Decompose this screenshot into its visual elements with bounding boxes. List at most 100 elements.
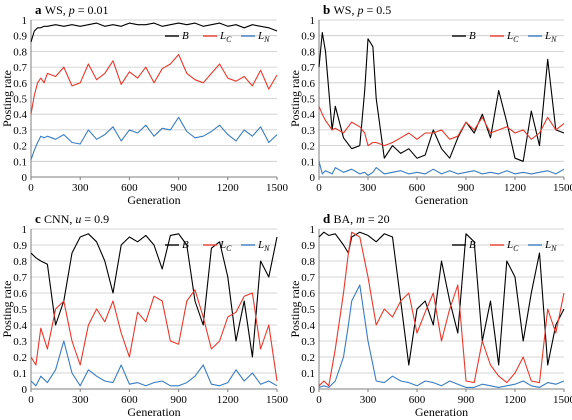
x-tick-label: 0	[316, 182, 322, 194]
y-tick-label: 1	[22, 15, 28, 27]
panel-network: CNN,	[44, 212, 75, 226]
series-line-l-c	[318, 106, 565, 147]
series-line-l-c	[318, 231, 565, 387]
panel-d: 0 0.1 0.2 0.3 0.4 0.5 0.6 0.7 0.8 0.9 1 0 300 600 900 1…	[288, 211, 572, 419]
y-tick-label: 0.2	[301, 141, 315, 153]
y-tick-label: 0.6	[301, 78, 315, 90]
series-line-b	[30, 233, 278, 358]
y-tick-label: 0.3	[301, 336, 315, 348]
series-line-b	[30, 22, 278, 43]
panel-a: 0 0.1 0.2 0.3 0.4 0.5 0.6 0.7 0.8 0.9 1 0 300 600 900 1…	[0, 2, 289, 207]
y-tick-label: 0.8	[13, 256, 27, 268]
y-tick-label: 1	[310, 15, 316, 27]
x-tick-label: 900	[170, 394, 187, 406]
panel-b: 0 0.1 0.2 0.3 0.4 0.5 0.6 0.7 0.8 0.9 1 0 300 600 900 1…	[288, 2, 572, 207]
x-tick-label: 900	[170, 182, 187, 194]
x-axis-title: Generation	[415, 193, 468, 207]
y-tick-label: 0.7	[13, 272, 27, 284]
panel-letter: b	[323, 2, 333, 17]
y-tick-label: 0.5	[13, 94, 27, 106]
panel-network: BA,	[333, 212, 356, 226]
y-tick-label: 0.4	[301, 109, 315, 121]
legend-label-l-n: LN	[544, 239, 557, 253]
y-tick-label: 0.9	[13, 31, 27, 43]
y-axis-title: Posting rate	[0, 70, 14, 127]
panel-parameter: p	[356, 3, 363, 17]
legend-label-b: B	[469, 239, 476, 251]
y-tick-label: 0.6	[13, 78, 27, 90]
panel-parameter: u	[75, 212, 81, 226]
panel-parameter-value: = 20	[365, 212, 390, 226]
x-tick-label: 900	[458, 182, 475, 194]
x-tick-label: 1200	[217, 182, 240, 194]
series-line-l-n	[30, 340, 278, 387]
y-tick-label: 0.1	[13, 156, 27, 168]
y-axis-title: Posting rate	[288, 70, 302, 127]
panel-network: WS,	[45, 3, 69, 17]
y-tick-label: 0.2	[301, 352, 315, 364]
legend-label-b: B	[182, 30, 189, 42]
x-tick-label: 0	[316, 394, 322, 406]
y-tick-label: 0.4	[301, 320, 315, 332]
x-tick-label: 1200	[504, 394, 527, 406]
y-tick-label: 0.1	[301, 156, 315, 168]
y-tick-label: 0	[310, 172, 316, 184]
y-tick-label: 0.5	[301, 94, 315, 106]
x-axis-title: Generation	[127, 405, 180, 419]
y-tick-label: 0.6	[301, 288, 315, 300]
y-tick-label: 0.2	[13, 352, 27, 364]
panel-parameter-value: = 0.01	[75, 3, 109, 17]
legend: B LC LN	[452, 239, 557, 253]
y-tick-label: 0	[22, 172, 28, 184]
panel-parameter-value: = 0.5	[363, 3, 391, 17]
y-tick-label: 0.2	[13, 141, 27, 153]
legend-label-b: B	[182, 239, 189, 251]
legend: B LC LN	[452, 30, 557, 44]
series-line-l-n	[318, 161, 565, 176]
x-tick-label: 1500	[553, 394, 572, 406]
y-tick-label: 0.5	[13, 304, 27, 316]
y-axis-title: Posting rate	[0, 281, 14, 338]
x-tick-label: 600	[121, 182, 138, 194]
x-axis-title: Generation	[415, 405, 468, 419]
panel-letter: a	[35, 2, 45, 17]
x-tick-label: 600	[121, 394, 138, 406]
y-tick-label: 0.3	[301, 125, 315, 137]
y-tick-label: 0.3	[13, 125, 27, 137]
y-tick-label: 0.7	[13, 62, 27, 74]
x-tick-label: 1200	[217, 394, 240, 406]
y-axis-title: Posting rate	[288, 281, 302, 338]
legend-label-l-c: LC	[506, 239, 519, 253]
x-tick-label: 0	[28, 394, 34, 406]
y-tick-label: 0.7	[301, 62, 315, 74]
series-line-l-c	[30, 289, 278, 382]
y-tick-label: 0.1	[301, 368, 315, 380]
legend-label-l-n: LN	[544, 30, 557, 44]
panel-letter: c	[35, 211, 44, 226]
panel-title: d BA, m = 20	[323, 211, 390, 226]
x-tick-label: 300	[360, 394, 377, 406]
y-tick-label: 0.8	[301, 46, 315, 58]
panel-title: b WS, p = 0.5	[323, 2, 391, 17]
legend-label-l-n: LN	[257, 30, 270, 44]
x-axis-title: Generation	[127, 193, 180, 207]
legend: B LC LN	[165, 30, 270, 44]
series-line-l-n	[30, 116, 278, 160]
x-tick-label: 600	[409, 394, 426, 406]
legend-label-l-c: LC	[219, 239, 232, 253]
panel-network: WS,	[333, 3, 357, 17]
y-tick-label: 0.3	[13, 336, 27, 348]
y-tick-label: 0.6	[13, 288, 27, 300]
panel-title: a WS, p = 0.01	[35, 2, 109, 17]
y-tick-label: 0.8	[13, 46, 27, 58]
y-tick-label: 0.9	[13, 240, 27, 252]
legend: B LC LN	[165, 239, 270, 253]
y-tick-label: 1	[22, 224, 28, 236]
panel-c: 0 0.1 0.2 0.3 0.4 0.5 0.6 0.7 0.8 0.9 1 0 300 600 900 1…	[0, 211, 289, 419]
x-tick-label: 300	[72, 394, 89, 406]
panel-parameter: p	[68, 3, 75, 17]
y-tick-label: 0	[22, 384, 28, 396]
series-line-l-c	[30, 53, 278, 115]
legend-label-l-n: LN	[257, 239, 270, 253]
